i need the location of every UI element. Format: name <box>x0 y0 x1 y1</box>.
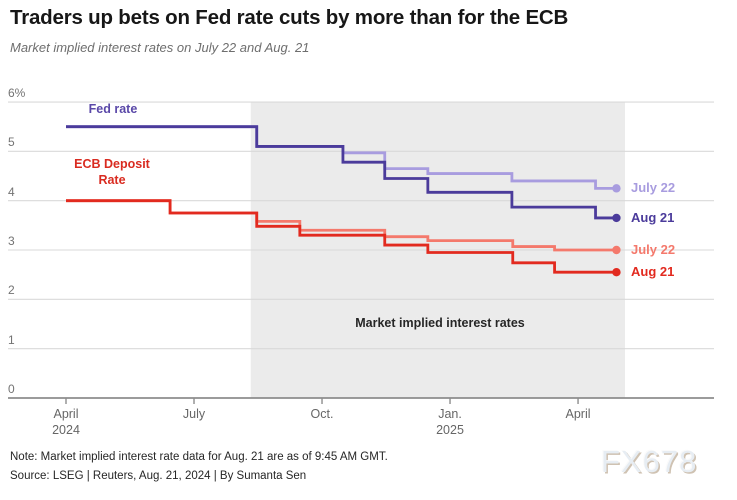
curve-label-line: ECB Deposit <box>74 157 150 171</box>
y-tick-label-1: 1 <box>8 332 15 347</box>
curve-label-ecb: ECB Deposit Rate <box>57 157 167 188</box>
x-tick-month: July <box>182 407 206 421</box>
endpoint-label-fed-july22: July 22 <box>631 180 676 196</box>
page-subtitle: Market implied interest rates on July 22… <box>10 40 310 55</box>
endpoint-dot-fed-aug21 <box>612 213 621 223</box>
x-tick-label-3: Jan. 2025 <box>415 406 485 438</box>
chart-annotation: Market implied interest rates <box>355 316 525 330</box>
x-tick-label-1: July <box>159 406 229 422</box>
x-tick-year: 2025 <box>436 423 464 437</box>
endpoint-dot-ecb-july22 <box>612 245 621 255</box>
series-path-fed-aug21 <box>66 125 617 220</box>
y-tick-label-0: 0 <box>8 382 15 396</box>
x-tick-month: April <box>53 407 79 421</box>
source-text: Source: LSEG | Reuters, Aug. 21, 2024 | … <box>10 470 307 482</box>
endpoint-label-fed-aug21: Aug 21 <box>631 209 675 225</box>
series-path-ecb-aug21 <box>66 199 617 274</box>
endpoint-label-ecb-aug21: Aug 21 <box>631 264 675 280</box>
x-tick-label-0: April 2024 <box>31 406 101 438</box>
x-tick-label-4: April <box>543 406 613 422</box>
curve-label-fed: Fed rate <box>68 102 158 118</box>
y-tick-label-4: 4 <box>8 184 15 199</box>
x-tick-year: 2024 <box>52 423 80 437</box>
curve-label-line: Rate <box>98 172 126 187</box>
y-tick-label-6: 6% <box>8 86 26 101</box>
watermark-fx678: FX678 <box>601 444 698 479</box>
curve-label-line: Fed rate <box>88 102 138 116</box>
y-tick-label-3: 3 <box>8 234 15 248</box>
endpoint-dot-ecb-aug21 <box>612 268 621 277</box>
endpoint-dot-fed-july22 <box>612 184 621 193</box>
x-tick-month: April <box>565 407 591 421</box>
y-tick-label-2: 2 <box>8 283 15 298</box>
x-tick-month: Oct. <box>310 407 334 421</box>
note-text: Note: Market implied interest rate data … <box>10 451 388 463</box>
y-tick-label-5: 5 <box>8 135 15 150</box>
page-title: Traders up bets on Fed rate cuts by more… <box>10 6 569 29</box>
x-tick-label-2: Oct. <box>287 406 357 422</box>
x-tick-month: Jan. <box>438 407 462 421</box>
endpoint-label-ecb-july22: July 22 <box>631 242 676 257</box>
